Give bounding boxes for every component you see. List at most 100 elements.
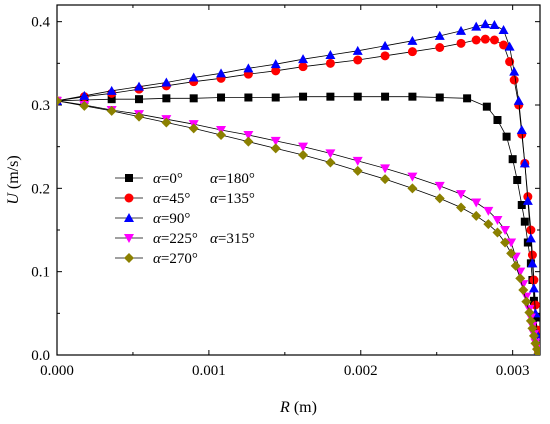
data-point [493,116,502,124]
data-point [435,93,444,102]
data-point [456,202,467,213]
data-point [270,59,281,69]
data-point [325,50,336,59]
data-point [506,238,517,248]
legend-marker [124,213,134,222]
data-point [515,267,526,277]
y-tick-label: 0.3 [31,98,50,114]
legend-label: α=45° [153,191,190,207]
series-0 [57,92,540,355]
data-point [526,225,536,235]
y-axis-label: U (m/s) [5,155,22,204]
data-point [499,40,509,50]
data-point [243,136,254,147]
legend-marker [124,234,134,243]
data-point [525,315,536,326]
data-point [107,95,116,104]
legend-label: α=180° [210,171,255,187]
data-point [518,285,529,295]
data-point [510,260,521,271]
series-line [57,96,539,351]
data-point [79,100,90,111]
data-point [352,165,363,176]
data-point [244,93,253,102]
data-point [298,142,309,152]
data-point [298,54,309,64]
data-point [521,296,532,307]
y-axis-ticks: 0.0 0.1 0.2 0.3 0.4 [31,15,540,364]
data-point [407,35,418,45]
plot-frame [56,4,541,356]
data-point [471,21,482,31]
data-point [471,35,481,45]
data-point [529,275,539,285]
data-point [298,150,309,160]
data-point [506,248,517,259]
data-point [525,233,536,243]
data-point [498,25,509,34]
data-point [408,92,417,101]
data-point [533,348,540,355]
data-point [352,156,363,166]
x-axis-label: R (m) [279,399,317,416]
data-point [434,181,445,191]
data-point [517,201,526,209]
data-point [513,95,524,105]
data-point [135,95,144,104]
legend-label: α=270° [153,251,198,267]
data-point [106,105,117,116]
data-point [471,210,482,221]
data-point [325,149,336,159]
data-point [456,25,467,35]
data-point [480,34,490,44]
data-point [492,216,503,225]
data-point [243,131,254,140]
data-point [527,250,537,260]
data-point [502,132,511,141]
legend-label: α=315° [210,231,255,247]
data-point [380,51,390,61]
data-point [243,63,254,73]
data-point [463,94,472,103]
data-point [216,130,227,140]
y-tick-label: 0.4 [31,15,50,31]
data-point [325,157,336,168]
data-point [353,92,362,101]
legend-label: α=135° [210,191,255,207]
data-point [161,117,172,128]
data-point [188,123,199,134]
data-point [189,94,198,103]
y-tick-label: 0.2 [31,181,50,197]
data-point [509,66,520,76]
data-point [407,47,417,57]
data-point [380,40,391,50]
data-point [188,72,199,82]
data-point [299,92,308,101]
data-point [216,68,227,78]
y-tick-label: 0.1 [31,265,50,281]
data-point [516,125,527,134]
data-point [471,198,482,208]
data-point [527,258,538,268]
data-point [435,43,445,52]
legend-label: α=90° [153,211,190,227]
data-point [504,41,515,51]
data-point [500,226,511,235]
data-point [515,273,526,284]
data-point [483,206,494,216]
data-point [523,238,532,247]
x-tick-label: 0.000 [40,363,74,379]
data-point [134,111,145,122]
data-point [217,93,226,102]
data-point [380,164,391,174]
data-point [325,58,335,68]
legend-marker [125,174,133,182]
data-point [381,92,390,101]
data-point [524,307,535,318]
data-point [271,93,280,102]
data-point [456,190,467,200]
data-point [162,94,171,103]
data-point [492,227,503,238]
